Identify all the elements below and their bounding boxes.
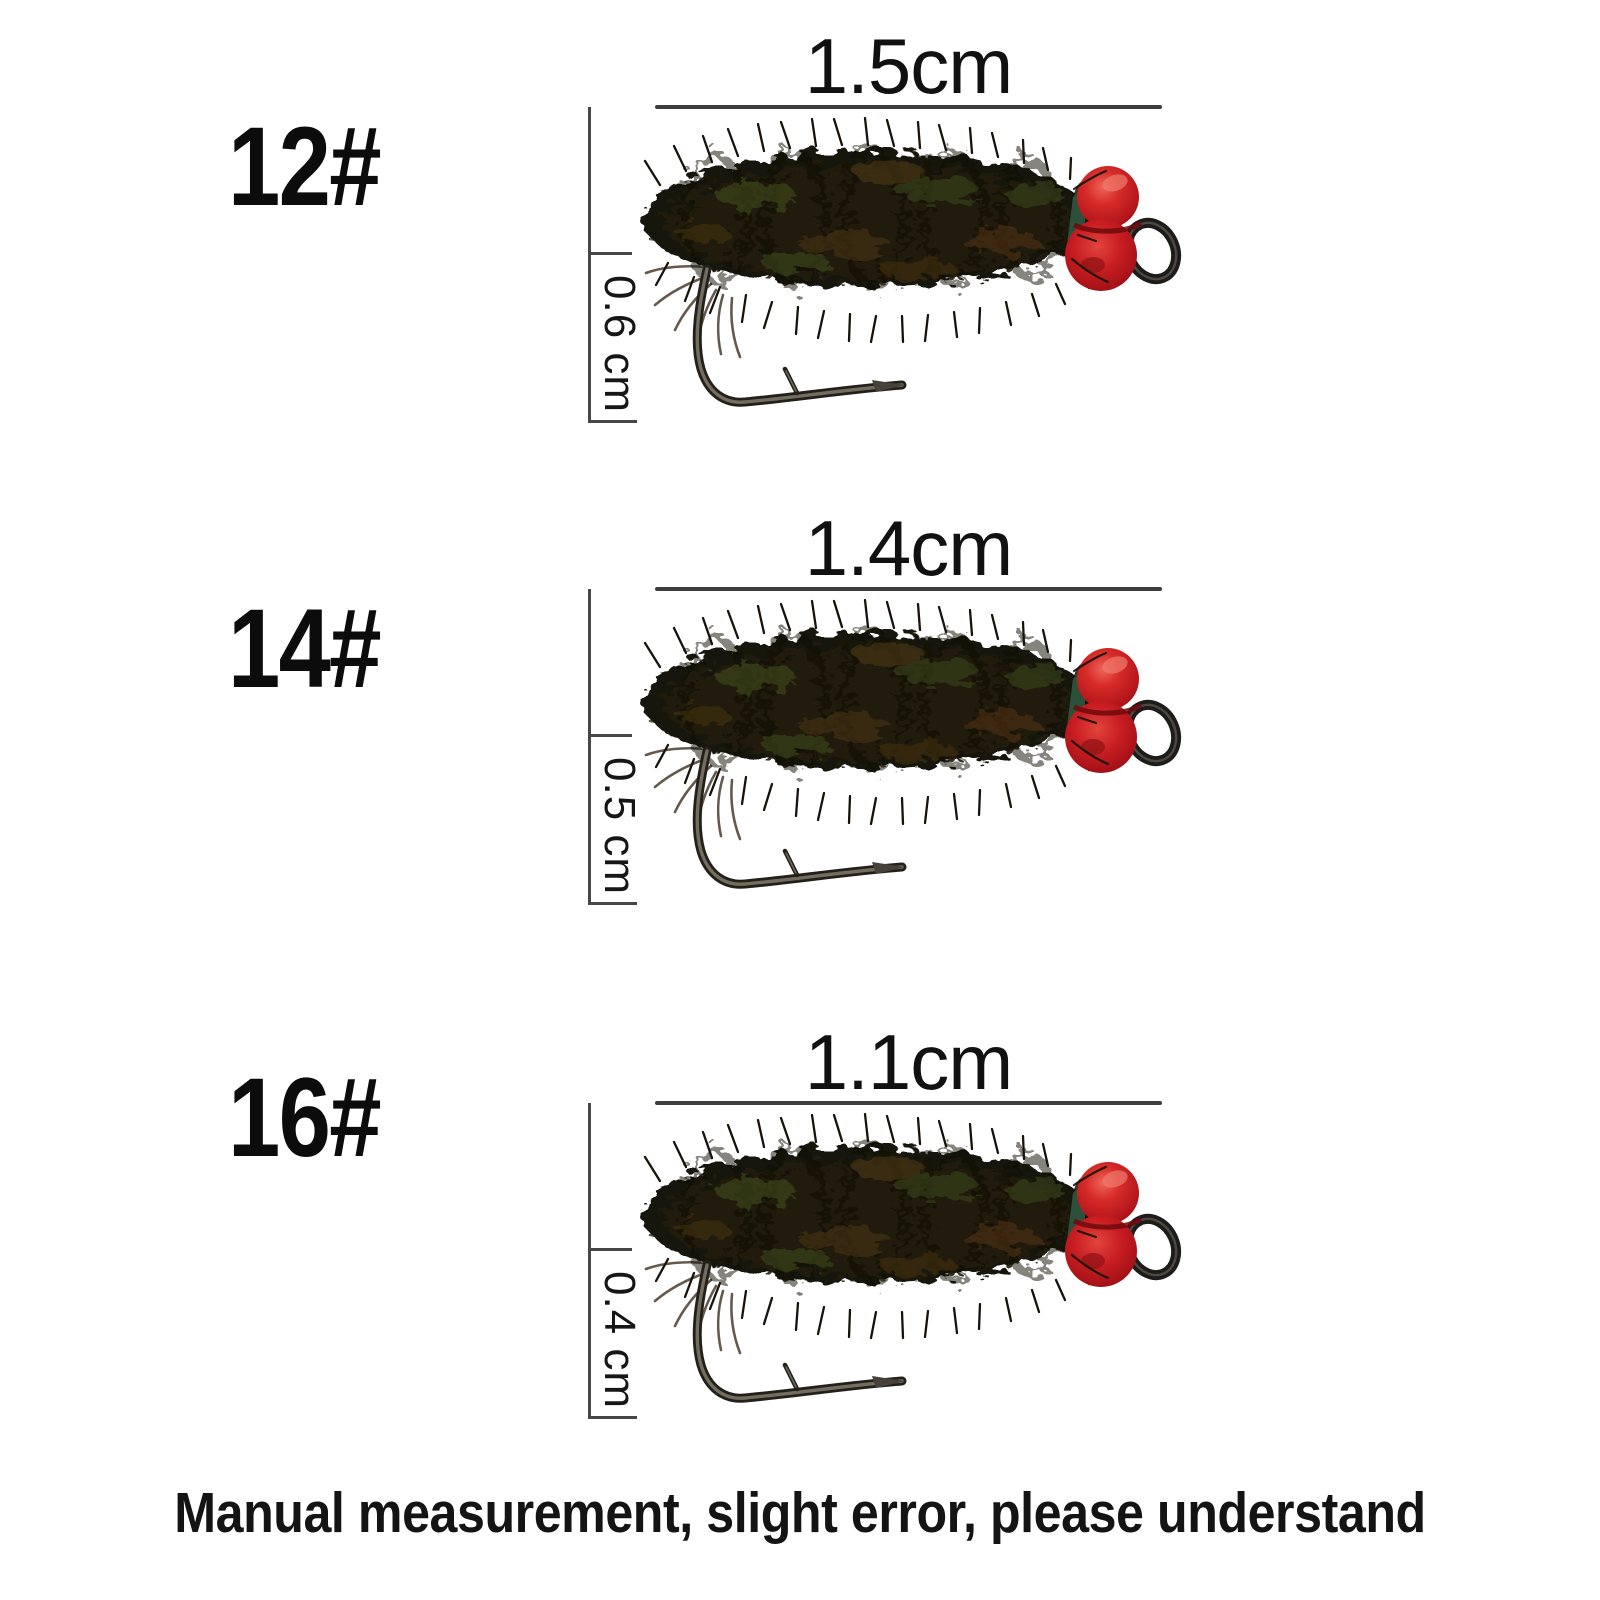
gap-measurement-label: 0.6 cm [595, 275, 644, 414]
vertical-measure-corner [588, 902, 637, 905]
horizontal-measure-line [655, 1101, 1162, 1105]
gap-measurement-label: 0.4 cm [595, 1271, 644, 1410]
vertical-measure-corner [588, 420, 637, 423]
horizontal-measure-line [655, 105, 1162, 109]
length-measurement-label: 1.4cm [804, 504, 1013, 592]
gap-measurement-label: 0.5 cm [595, 757, 644, 896]
vertical-measure-tick [588, 1248, 632, 1251]
vertical-measure-line [588, 589, 591, 905]
measurement-disclaimer-text: Manual measurement, slight error, please… [174, 1481, 1426, 1545]
vertical-measure-line [588, 107, 591, 423]
vertical-measure-tick [588, 734, 632, 737]
fly-lure-photo [638, 601, 1188, 911]
fly-lure-photo [638, 1115, 1188, 1425]
vertical-measure-corner [588, 1416, 637, 1419]
fly-lure-photo [638, 119, 1188, 429]
length-measurement-label: 1.1cm [804, 1018, 1013, 1106]
vertical-measure-line [588, 1103, 591, 1419]
length-measurement-label: 1.5cm [804, 22, 1013, 110]
vertical-measure-tick [588, 252, 632, 255]
hook-size-label: 14# [228, 586, 382, 711]
horizontal-measure-line [655, 587, 1162, 591]
hook-size-label: 16# [228, 1055, 382, 1180]
hook-size-label: 12# [228, 104, 382, 229]
